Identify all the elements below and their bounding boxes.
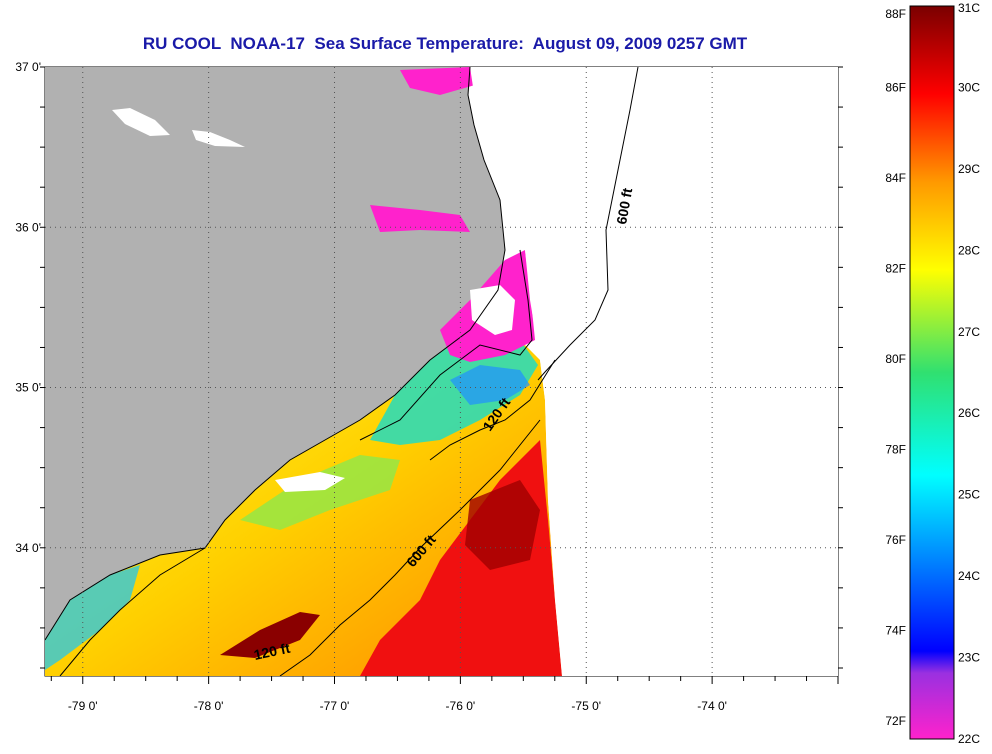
colorbar-c-label: 24C bbox=[958, 569, 980, 583]
latitude-labels: 37 0' 36 0' 35 0' 34 0' bbox=[15, 60, 41, 555]
lon-label: -79 0' bbox=[68, 699, 98, 713]
colorbar-c-label: 28C bbox=[958, 243, 980, 257]
colorbar-f-label: 80F bbox=[885, 352, 906, 366]
sst-field-darkred bbox=[465, 480, 540, 570]
colorbar-c-label: 22C bbox=[958, 732, 980, 746]
lon-label: -74 0' bbox=[697, 699, 727, 713]
colorbar-c-label: 23C bbox=[958, 651, 980, 665]
colorbar-f-label: 72F bbox=[885, 714, 906, 728]
contour-label-120-south: 120 ft bbox=[252, 640, 291, 663]
isobath-600-south-line bbox=[279, 419, 541, 676]
chart-title: RU COOL NOAA-17 Sea Surface Temperature:… bbox=[142, 34, 748, 53]
barrier-islands bbox=[359, 249, 533, 441]
no-data-offshore bbox=[470, 67, 838, 676]
cloud-mask-pink-sound bbox=[370, 205, 470, 232]
no-data-sound bbox=[470, 285, 515, 335]
colorbar-c-label: 30C bbox=[958, 80, 980, 94]
lat-label: 34 0' bbox=[15, 541, 41, 555]
colorbar-c-label: 29C bbox=[958, 162, 980, 176]
colorbar-f-label: 88F bbox=[885, 7, 906, 21]
no-data-lake-2 bbox=[192, 130, 245, 147]
isobath-120-north-line bbox=[429, 359, 556, 461]
lon-label: -78 0' bbox=[194, 699, 224, 713]
lon-label: -75 0' bbox=[571, 699, 601, 713]
gridlines bbox=[40, 66, 843, 684]
no-data-lake bbox=[112, 108, 170, 136]
no-data-inshore bbox=[275, 472, 345, 492]
sst-field-blue bbox=[450, 365, 530, 405]
longitude-labels: -79 0' -78 0' -77 0' -76 0' -75 0' -74 0' bbox=[68, 699, 727, 713]
cloud-mask-pink-north bbox=[400, 67, 475, 95]
lat-label: 37 0' bbox=[15, 60, 41, 74]
colorbar-fahrenheit-labels: 88F 86F 84F 82F 80F 78F 76F 74F 72F bbox=[885, 7, 906, 728]
lat-label: 35 0' bbox=[15, 381, 41, 395]
lon-label: -76 0' bbox=[446, 699, 476, 713]
sst-field-green bbox=[240, 455, 400, 530]
colorbar-f-label: 74F bbox=[885, 623, 906, 637]
colorbar-f-label: 78F bbox=[885, 442, 906, 456]
colorbar-f-label: 84F bbox=[885, 171, 906, 185]
colorbar-f-label: 82F bbox=[885, 261, 906, 275]
colorbar-c-label: 25C bbox=[958, 488, 980, 502]
colorbar bbox=[909, 5, 955, 740]
contour-label-600-north: 600 ft bbox=[613, 186, 635, 225]
colorbar-c-label: 31C bbox=[958, 1, 980, 15]
colorbar-celsius-labels: 31C 30C 29C 28C 27C 26C 25C 24C 23C 22C bbox=[958, 1, 980, 746]
lat-label: 36 0' bbox=[15, 220, 41, 234]
sst-field-cyan bbox=[370, 330, 538, 445]
colorbar-f-label: 76F bbox=[885, 533, 906, 547]
colorbar-c-label: 26C bbox=[958, 406, 980, 420]
sst-field-coastal-cyan bbox=[45, 565, 140, 670]
coastline bbox=[45, 67, 506, 641]
lon-label: -77 0' bbox=[320, 699, 350, 713]
colorbar-f-label: 86F bbox=[885, 80, 906, 94]
isobath-120-south-line bbox=[59, 547, 206, 676]
colorbar-c-label: 27C bbox=[958, 325, 980, 339]
sst-field-darkred-south bbox=[220, 612, 320, 658]
